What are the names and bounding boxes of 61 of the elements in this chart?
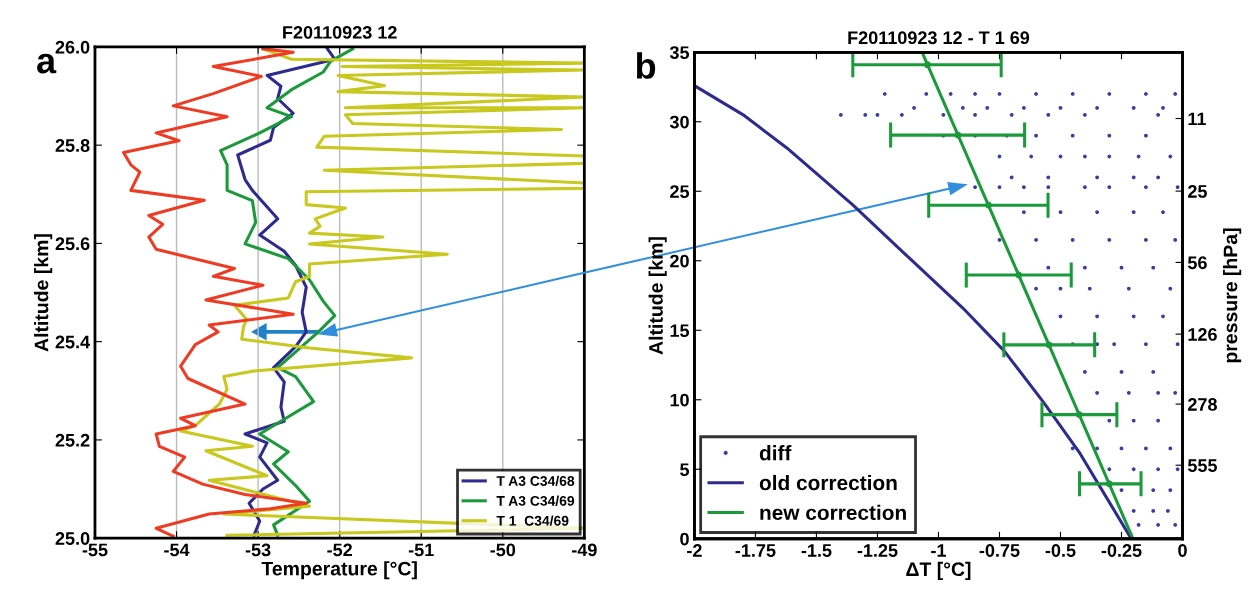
legend-label: T 1 C34/69 — [496, 515, 569, 526]
line-series — [694, 84, 1133, 539]
point — [954, 131, 962, 139]
text: b — [636, 52, 656, 79]
legend-label: old correction — [759, 474, 897, 491]
y-tick-label: 25.0 — [55, 532, 90, 545]
point — [1015, 271, 1023, 279]
line-series — [122, 47, 308, 538]
x-tick-label: -0.5 — [1045, 544, 1076, 557]
y2-tick-label: 555 — [1187, 459, 1217, 472]
x-tick-label: -1.5 — [801, 544, 832, 557]
y-tick-label: 25.8 — [55, 139, 90, 152]
x-axis-title: ΔT [°C] — [906, 561, 971, 580]
point — [924, 61, 931, 69]
y-tick-label: 25.6 — [55, 237, 90, 251]
y2-axis-title: pressure [hPa] — [1223, 228, 1242, 363]
y-tick-label: 0 — [680, 532, 689, 546]
x-tick-label: -54 — [164, 543, 190, 557]
x-tick-label: -1.25 — [857, 544, 898, 557]
y2-tick-label: 11 — [1188, 112, 1206, 126]
chart-title: F20110923 12 - T 1 69 — [848, 31, 1030, 45]
x-tick-label: -55 — [82, 543, 108, 557]
y-tick-label: 35 — [669, 46, 690, 60]
text: a — [37, 53, 57, 74]
y2-tick-label: 126 — [1188, 328, 1217, 341]
x-tick-label: -49 — [572, 543, 597, 557]
line-series — [219, 47, 355, 537]
x-tick-label: -51 — [408, 543, 434, 557]
y2-tick-label: 278 — [1188, 398, 1217, 411]
point — [1075, 411, 1083, 419]
x-axis-title: Temperature [°C] — [261, 561, 417, 580]
x-tick-label: -0.25 — [1101, 544, 1142, 557]
y-tick-label: 10 — [670, 393, 689, 407]
y-tick-label: 25.2 — [55, 433, 90, 447]
y-axis-title: Altitude [km] — [34, 234, 53, 352]
x-tick-label: -52 — [327, 543, 352, 557]
y-tick-label: 15 — [670, 324, 690, 337]
x-tick-label: -53 — [245, 543, 271, 557]
y-tick-label: 20 — [670, 254, 689, 268]
x-tick-label: -50 — [490, 543, 516, 557]
legend-label: T A3 C34/68 — [496, 475, 575, 487]
x-tick-label: -1 — [931, 544, 946, 557]
x-tick-label: 0 — [1178, 544, 1187, 557]
y2-tick-label: 25 — [1188, 185, 1207, 198]
y-tick-label: 5 — [680, 463, 690, 476]
legend-label: diff — [759, 445, 792, 461]
point — [1045, 341, 1053, 349]
y-tick-label: 25 — [670, 185, 690, 198]
legend-label: new correction — [760, 504, 906, 521]
y-tick-label: 25.4 — [55, 335, 91, 349]
point — [1105, 480, 1113, 488]
y-tick-label: 30 — [669, 115, 689, 129]
x-tick-label: -1.75 — [735, 544, 776, 557]
x-tick-label: -0.75 — [979, 544, 1020, 557]
chart-title: F20110923 12 — [283, 25, 397, 39]
y-axis-title: Altitude [km] — [648, 237, 667, 355]
y-tick-label: 26.0 — [55, 40, 90, 54]
legend-label: T A3 C34/69 — [496, 495, 575, 506]
point — [985, 201, 992, 209]
y2-tick-label: 56 — [1187, 256, 1207, 270]
x-tick-label: -2 — [687, 544, 702, 557]
